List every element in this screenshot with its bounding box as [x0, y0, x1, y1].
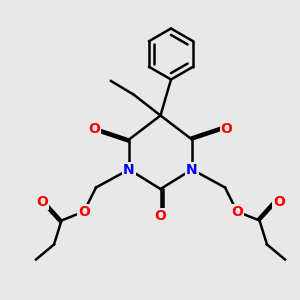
Text: O: O — [231, 205, 243, 218]
Text: O: O — [88, 122, 101, 136]
Text: O: O — [154, 209, 166, 223]
Text: O: O — [78, 205, 90, 218]
Text: N: N — [186, 163, 198, 176]
Text: N: N — [123, 163, 135, 176]
Text: O: O — [273, 195, 285, 209]
Text: O: O — [36, 195, 48, 209]
Text: O: O — [220, 122, 232, 136]
